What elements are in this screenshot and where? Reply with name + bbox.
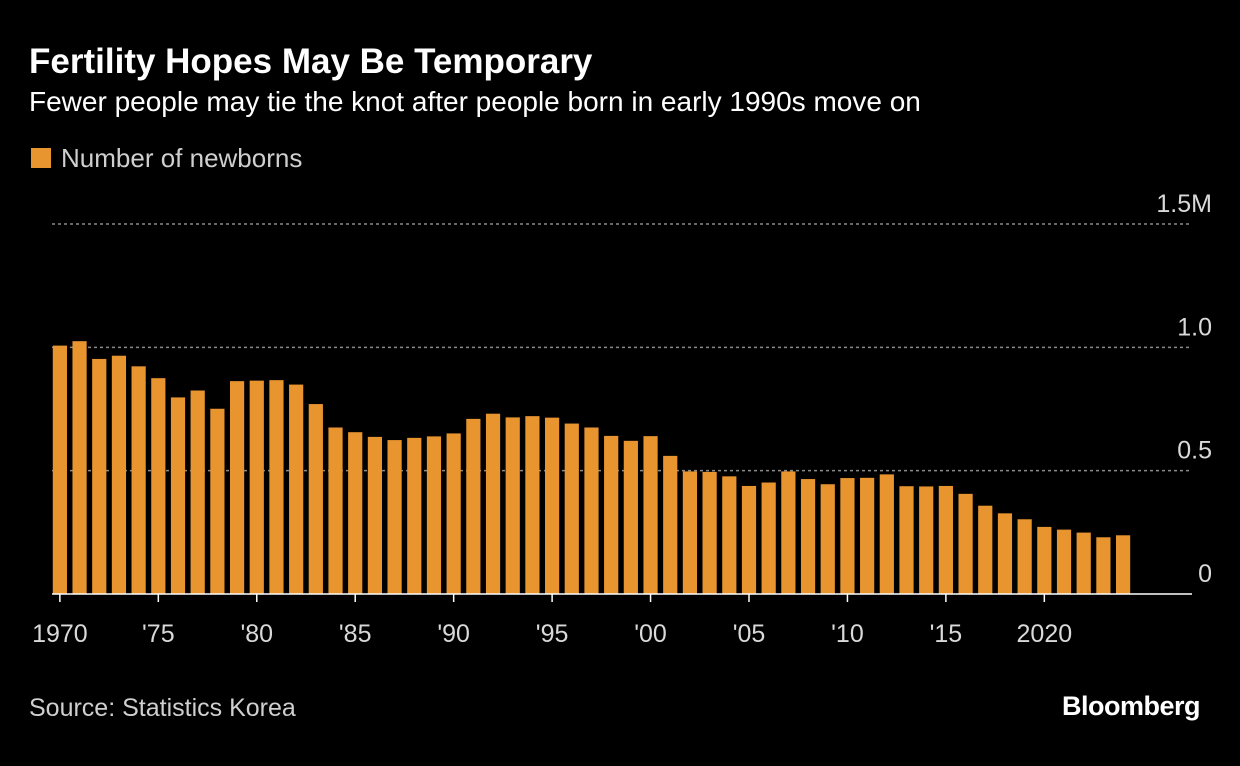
bar-1973 — [111, 355, 127, 594]
bar-2019 — [1017, 519, 1032, 594]
bar-1988 — [407, 437, 422, 594]
bar-1984 — [328, 427, 343, 594]
bar-1978 — [210, 408, 225, 594]
legend-label: Number of newborns — [61, 143, 303, 173]
x-tick-label: 2020 — [1017, 620, 1073, 648]
source-note: Source: Statistics Korea — [29, 694, 296, 722]
bar-chart: 0 0.5 1.0 1.5M 1970 '75 '80 '85 '90 '95 '00 '05 '10 '… — [32, 190, 1212, 648]
bar-2009 — [820, 484, 835, 594]
x-tick-label: '05 — [733, 620, 766, 648]
bar-1989 — [426, 436, 442, 594]
bar-2015 — [938, 485, 953, 594]
bar-2021 — [1056, 529, 1072, 594]
y-tick-label: 0.5 — [1177, 437, 1212, 465]
x-tick-label: '80 — [240, 620, 273, 648]
bar-1982 — [289, 384, 304, 594]
chart-title: Fertility Hopes May Be Temporary — [29, 42, 593, 81]
y-tick-label: 0 — [1198, 560, 1212, 588]
legend: Number of newborns — [31, 142, 302, 174]
bar-2020 — [1037, 526, 1052, 594]
chart-subtitle: Fewer people may tie the knot after peop… — [29, 86, 921, 117]
y-tick-label: 1.5M — [1156, 190, 1212, 218]
bar-2003 — [702, 471, 717, 594]
bar-layer — [52, 341, 1131, 594]
bar-2018 — [997, 513, 1013, 594]
bar-1994 — [525, 416, 540, 594]
bar-2011 — [860, 477, 875, 594]
bar-2010 — [840, 478, 855, 594]
bar-1986 — [367, 436, 382, 594]
bar-2004 — [722, 476, 737, 594]
bar-2000 — [643, 436, 658, 594]
bar-1977 — [190, 390, 205, 594]
bar-1992 — [485, 413, 501, 594]
bar-1972 — [92, 358, 107, 594]
bar-1993 — [505, 417, 520, 594]
bar-1981 — [269, 380, 284, 594]
bar-1995 — [545, 417, 560, 594]
bar-2012 — [879, 474, 894, 594]
x-tick-label: '15 — [930, 620, 963, 648]
axis-layer: 0 0.5 1.0 1.5M 1970 '75 '80 '85 '90 '95 '00 '05 '10 '… — [32, 190, 1212, 648]
bar-1983 — [308, 404, 323, 594]
bar-2002 — [682, 471, 698, 594]
bar-2024 — [1115, 535, 1131, 594]
x-tick-label: '85 — [339, 620, 372, 648]
bar-1990 — [446, 433, 461, 594]
bar-2008 — [800, 479, 816, 594]
bar-1970 — [52, 345, 67, 594]
bar-1976 — [170, 397, 186, 594]
bar-1998 — [604, 435, 619, 594]
bar-2005 — [741, 485, 757, 594]
bar-2016 — [958, 493, 973, 594]
legend-swatch — [31, 148, 51, 168]
bar-2013 — [899, 486, 914, 594]
bar-1975 — [151, 378, 166, 594]
bar-1980 — [249, 380, 264, 594]
bar-2014 — [919, 486, 934, 594]
bar-1999 — [623, 440, 638, 594]
y-tick-label: 1.0 — [1177, 313, 1212, 341]
grid-layer — [52, 223, 1192, 472]
bar-2006 — [761, 482, 776, 594]
bar-1987 — [387, 440, 402, 594]
bar-1971 — [72, 341, 87, 594]
x-tick-label: '75 — [142, 620, 175, 648]
bar-1985 — [348, 432, 363, 594]
bar-2001 — [663, 455, 678, 594]
bar-1997 — [584, 427, 599, 594]
bar-2023 — [1096, 537, 1111, 594]
x-tick-label: '00 — [634, 620, 667, 648]
bar-2017 — [978, 505, 993, 594]
x-tick-label: '90 — [437, 620, 470, 648]
x-tick-label: '95 — [536, 620, 569, 648]
brand-logo: Bloomberg — [1061, 691, 1201, 721]
x-tick-label: 1970 — [32, 620, 88, 648]
bar-1979 — [229, 381, 245, 594]
bar-2022 — [1076, 532, 1091, 594]
bar-2007 — [781, 471, 796, 594]
bar-1996 — [564, 423, 579, 594]
x-tick-label: '10 — [831, 620, 864, 648]
bar-1991 — [466, 418, 481, 594]
bar-1974 — [131, 366, 146, 594]
